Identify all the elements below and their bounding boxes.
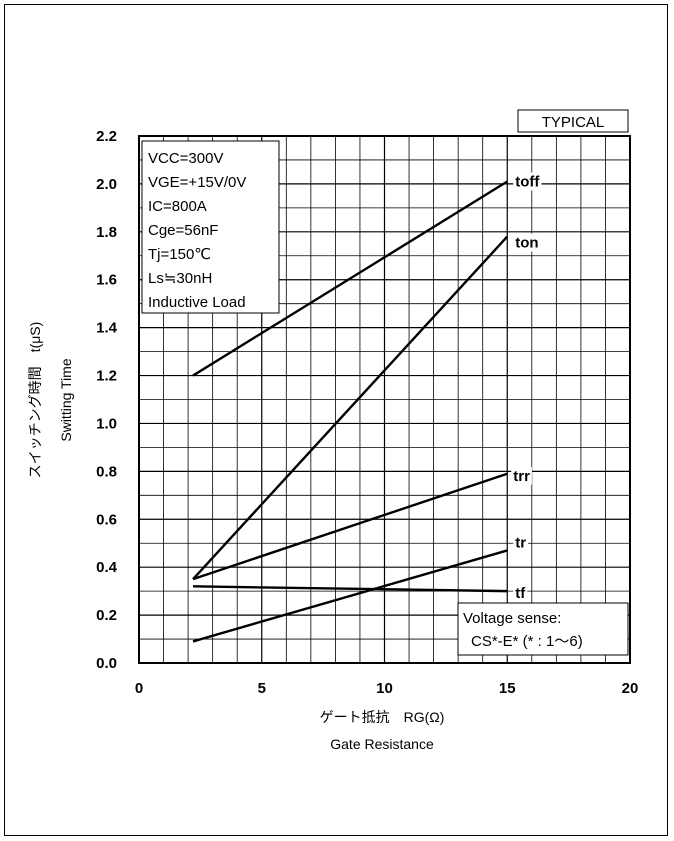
series-line-ton — [192, 235, 509, 580]
y-tick-label: 1.4 — [96, 320, 118, 337]
cond-ls: Ls≒30nH — [148, 270, 212, 287]
cond-vcc: VCC=300V — [148, 150, 223, 167]
y-tick-label: 0.0 — [96, 655, 117, 672]
typical-badge: TYPICAL — [517, 109, 629, 133]
series-label-trr: trr — [513, 468, 530, 485]
y-tick-label: 1.8 — [96, 224, 117, 241]
x-axis-title-jp: ゲート抵抗 RG(Ω) — [320, 709, 445, 725]
typical-label: TYPICAL — [542, 114, 605, 131]
series-label-toff: toff — [515, 174, 540, 191]
x-tick-label: 5 — [258, 680, 266, 697]
series-label-bg — [513, 172, 542, 191]
x-tick-label: 20 — [622, 680, 639, 697]
cond-tj: Tj=150℃ — [148, 246, 211, 263]
series-label-ton: ton — [515, 235, 538, 252]
note-line-2: CS*-E* (* : 1〜6) — [471, 633, 583, 650]
y-tick-label: 0.2 — [96, 607, 117, 624]
cond-ic: IC=800A — [148, 198, 207, 215]
series-line-tr — [192, 549, 508, 643]
series-line-tf — [192, 585, 508, 593]
cond-cge: Cge=56nF — [148, 222, 218, 239]
x-axis-title: Gate Resistance — [330, 736, 434, 752]
x-tick-label: 15 — [499, 680, 516, 697]
y-axis-title: Switting Time — [58, 358, 74, 441]
series-line-toff — [192, 180, 508, 377]
voltage-sense-note: Voltage sense: CS*-E* (* : 1〜6) — [457, 602, 629, 656]
series-label-tr: tr — [515, 534, 526, 551]
y-tick-label: 1.6 — [96, 272, 117, 289]
plot-area-border — [138, 135, 631, 664]
y-tick-label: 1.0 — [96, 415, 117, 432]
conditions-box: VCC=300V VGE=+15V/0V IC=800A Cge=56nF Tj… — [141, 140, 280, 314]
y-tick-label: 2.2 — [96, 128, 117, 145]
y-tick-label: 2.0 — [96, 176, 117, 193]
series-lines: toff ton trr tr tf — [192, 172, 542, 643]
series-line-trr — [192, 472, 508, 581]
y-tick-labels: 0.0 0.2 0.4 0.6 0.8 1.0 1.2 1.4 1.6 1.8 2.0 2.2 — [96, 128, 118, 672]
y-tick-label: 0.6 — [96, 511, 117, 528]
y-tick-label: 1.2 — [96, 368, 117, 385]
series-label-bg — [513, 233, 541, 252]
note-line-1: Voltage sense: — [463, 610, 561, 627]
x-tick-labels: 0 5 10 15 20 — [135, 680, 639, 697]
cond-load: Inductive Load — [148, 294, 246, 311]
cond-vge: VGE=+15V/0V — [148, 174, 246, 191]
grid-lines — [139, 136, 630, 663]
x-tick-label: 10 — [376, 680, 393, 697]
x-tick-label: 0 — [135, 680, 143, 697]
series-label-bg — [513, 584, 528, 603]
figure-frame — [4, 4, 668, 836]
y-axis-title-jp: スイッチング時間 t(μS) — [27, 322, 43, 479]
series-label-tf: tf — [515, 585, 526, 602]
series-label-bg — [511, 466, 532, 485]
series-label-bg — [513, 533, 529, 552]
y-tick-label: 0.8 — [96, 463, 117, 480]
y-tick-label: 0.4 — [96, 559, 118, 576]
